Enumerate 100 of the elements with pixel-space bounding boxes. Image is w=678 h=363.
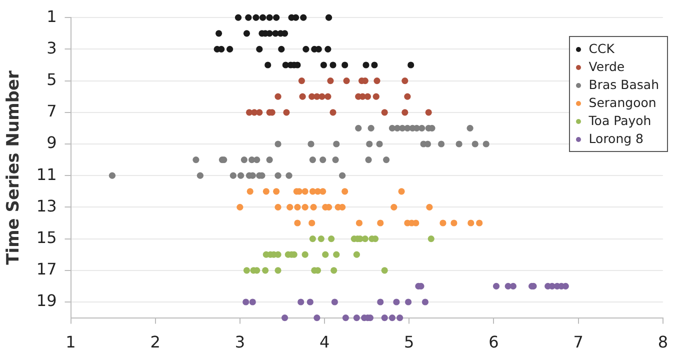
point [425, 109, 432, 116]
point [302, 46, 310, 52]
point [343, 78, 350, 84]
point [309, 236, 316, 242]
point [456, 140, 462, 148]
point [274, 251, 282, 258]
point [327, 78, 334, 84]
point [333, 140, 340, 148]
point [278, 46, 285, 52]
point [310, 204, 317, 210]
point [422, 298, 429, 306]
legend-label: Bras Basah [588, 76, 659, 94]
point [273, 14, 280, 21]
point [412, 220, 420, 226]
point [252, 14, 260, 21]
point [315, 46, 322, 52]
point [365, 156, 372, 164]
point [322, 251, 329, 258]
point [339, 172, 346, 179]
point [342, 62, 348, 68]
legend-label: Verde [588, 58, 625, 76]
legend-label: Serangoon [588, 94, 656, 112]
x-tick-label: 6 [488, 332, 499, 352]
point [331, 298, 338, 306]
point [381, 314, 388, 322]
point [342, 188, 348, 195]
x-tick-label: 5 [404, 332, 414, 352]
point [309, 156, 316, 164]
point [236, 204, 244, 210]
point [404, 298, 412, 306]
point [366, 140, 373, 148]
point [381, 109, 388, 116]
point [314, 314, 320, 322]
point [510, 282, 516, 290]
point [256, 46, 263, 52]
point [324, 46, 332, 52]
y-tick-label: 15 [36, 228, 57, 247]
point [330, 62, 336, 68]
point [339, 204, 346, 210]
point [320, 156, 326, 164]
x-tick-label: 1 [66, 332, 76, 352]
y-tick-label: 1 [46, 6, 57, 26]
point [388, 314, 396, 322]
point [215, 30, 222, 37]
y-axis-title: Time Series Number [4, 70, 24, 265]
point [196, 172, 204, 179]
y-tick-label: 3 [46, 38, 57, 58]
point [408, 62, 414, 68]
point [230, 172, 236, 179]
point [342, 314, 349, 322]
point [374, 78, 380, 84]
y-tick-label: 11 [36, 164, 57, 184]
point [362, 62, 370, 68]
point [318, 236, 324, 242]
point [466, 124, 474, 132]
point [333, 251, 340, 258]
point [324, 93, 332, 100]
point [262, 267, 269, 274]
point [308, 140, 314, 148]
point [377, 298, 384, 306]
point [273, 188, 280, 195]
point [226, 46, 234, 52]
point [298, 78, 305, 84]
point [218, 46, 225, 52]
point [246, 188, 254, 195]
point [302, 188, 308, 195]
y-tick-label: 17 [36, 260, 57, 279]
point [266, 14, 273, 21]
point [259, 14, 266, 21]
point [286, 172, 292, 179]
point [428, 236, 434, 242]
point [249, 298, 256, 306]
point [108, 172, 116, 179]
point [426, 204, 433, 210]
point [281, 314, 288, 322]
point [372, 93, 380, 100]
legend-label: Lorong 8 [588, 130, 644, 148]
point [332, 156, 339, 164]
point [450, 220, 458, 226]
point [396, 314, 404, 322]
point [294, 220, 301, 226]
x-tick-label: 3 [234, 332, 246, 352]
point [320, 188, 326, 195]
point [371, 62, 378, 68]
point [482, 140, 490, 148]
point [318, 93, 326, 100]
point [377, 220, 384, 226]
point [242, 298, 250, 306]
point [243, 30, 250, 37]
x-tick-label: 7 [573, 332, 584, 352]
point [328, 236, 335, 242]
point [398, 188, 405, 195]
point [492, 282, 500, 290]
point [299, 93, 306, 100]
point [302, 204, 308, 210]
point [300, 14, 307, 21]
point [320, 62, 327, 68]
point [404, 93, 411, 100]
point [353, 314, 360, 322]
point [376, 140, 383, 148]
